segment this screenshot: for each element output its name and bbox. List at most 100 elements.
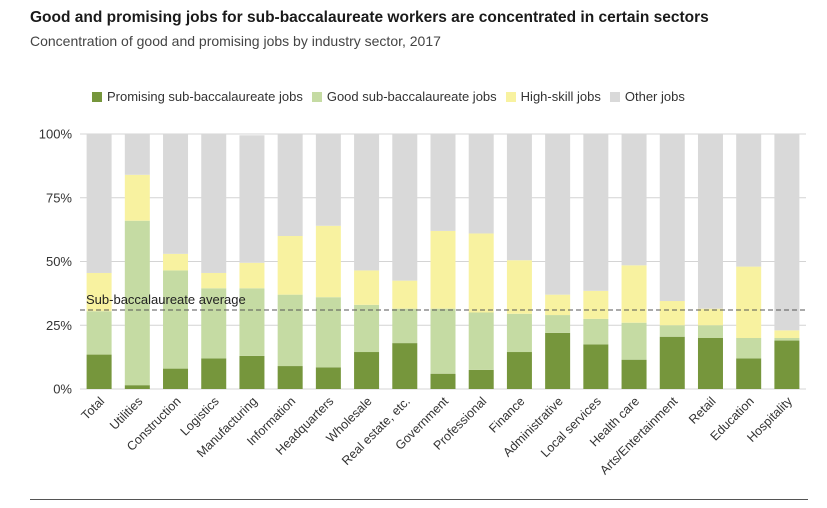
bar-segment bbox=[659, 134, 685, 302]
legend-label-good: Good sub-baccalaureate jobs bbox=[326, 89, 497, 104]
legend-item-high-skill: High-skill jobs bbox=[505, 89, 601, 104]
bar-segment bbox=[468, 369, 494, 389]
bar-segment bbox=[124, 220, 150, 386]
bar-segment bbox=[124, 174, 150, 221]
bar-segment bbox=[277, 366, 303, 389]
legend-swatch-high-skill bbox=[505, 91, 516, 102]
bar-segment bbox=[430, 308, 456, 374]
bar-segment bbox=[697, 325, 723, 338]
bar-segment bbox=[86, 134, 112, 273]
legend-label-other: Other jobs bbox=[624, 89, 685, 104]
legend-label-high-skill: High-skill jobs bbox=[520, 89, 601, 104]
bar-segment bbox=[659, 325, 685, 337]
bar-segment bbox=[736, 338, 762, 359]
bar-segment bbox=[392, 134, 418, 281]
bar-segment bbox=[545, 332, 571, 389]
x-tick-label: Utilities bbox=[107, 394, 145, 432]
bar-segment bbox=[736, 358, 762, 389]
bar-segment bbox=[468, 233, 494, 313]
bar-segment bbox=[163, 368, 189, 389]
bar-segment bbox=[201, 272, 227, 289]
bar-segment bbox=[201, 134, 227, 273]
bar-segment bbox=[774, 330, 800, 338]
bar-segment bbox=[315, 297, 341, 368]
bar-segment bbox=[621, 265, 647, 323]
bar-segment bbox=[163, 253, 189, 271]
bar-segment bbox=[736, 266, 762, 338]
bar-segment bbox=[124, 385, 150, 389]
x-tick-label: Total bbox=[79, 394, 108, 423]
bar-segment bbox=[583, 344, 609, 389]
bar-segment bbox=[774, 338, 800, 341]
y-tick-label: 25% bbox=[46, 318, 72, 333]
bar-segment bbox=[583, 290, 609, 319]
bar-segment bbox=[86, 354, 112, 389]
bar-segment bbox=[124, 134, 150, 175]
bar-segment bbox=[506, 260, 532, 314]
bar-segment bbox=[468, 312, 494, 370]
bar-segment bbox=[392, 343, 418, 389]
bar-segment bbox=[239, 262, 265, 289]
bar-segment bbox=[621, 134, 647, 266]
bar-segment bbox=[545, 134, 571, 295]
bar-segment bbox=[583, 318, 609, 345]
bar-segment bbox=[430, 230, 456, 309]
bar-segment bbox=[774, 340, 800, 389]
y-tick-label: 50% bbox=[46, 254, 72, 269]
y-tick-label: 100% bbox=[39, 127, 73, 142]
bar-segment bbox=[201, 358, 227, 389]
legend-label-promising: Promising sub-baccalaureate jobs bbox=[107, 89, 303, 104]
bar-segment bbox=[315, 134, 341, 226]
chart-title: Good and promising jobs for sub-baccalau… bbox=[30, 9, 709, 26]
bar-segment bbox=[315, 225, 341, 298]
bar-segment bbox=[697, 134, 723, 309]
bar-segment bbox=[392, 280, 418, 309]
bar-segment bbox=[545, 294, 571, 316]
legend-swatch-promising bbox=[92, 91, 102, 102]
bar-segment bbox=[354, 134, 380, 271]
legend-item-other: Other jobs bbox=[609, 89, 685, 104]
bar-segment bbox=[659, 301, 685, 326]
bar-segment bbox=[163, 270, 189, 369]
bar-segment bbox=[659, 336, 685, 389]
bar-segment bbox=[468, 134, 494, 234]
bar-segment bbox=[277, 294, 303, 367]
bar-segment bbox=[201, 288, 227, 359]
legend-swatch-good bbox=[311, 91, 322, 102]
chart-legend: Promising sub-baccalaureate jobs Good su… bbox=[92, 89, 694, 104]
chart-subtitle: Concentration of good and promising jobs… bbox=[30, 33, 441, 49]
bar-segment bbox=[163, 134, 189, 254]
bar-segment bbox=[430, 373, 456, 389]
bar-segment bbox=[621, 359, 647, 389]
bar-segment bbox=[86, 272, 112, 312]
bar-segment bbox=[621, 322, 647, 360]
bar-segment bbox=[354, 304, 380, 353]
bar-segment bbox=[506, 313, 532, 353]
y-tick-label: 0% bbox=[53, 382, 72, 397]
y-tick-label: 75% bbox=[46, 190, 72, 205]
legend-item-promising: Promising sub-baccalaureate jobs bbox=[92, 89, 303, 104]
bar-segment bbox=[774, 134, 800, 331]
bar-segment bbox=[239, 288, 265, 356]
bar-segment bbox=[354, 270, 380, 305]
bottom-rule bbox=[30, 499, 808, 500]
x-tick-label: Real estate, etc. bbox=[339, 394, 413, 468]
bar-segment bbox=[697, 308, 723, 326]
average-reference-label: Sub-baccalaureate average bbox=[86, 292, 246, 307]
bar-segment bbox=[354, 352, 380, 389]
x-tick-label: Retail bbox=[686, 394, 719, 427]
bar-segment bbox=[697, 338, 723, 389]
bar-segment bbox=[736, 134, 762, 267]
legend-swatch-other bbox=[609, 91, 620, 102]
bar-segment bbox=[239, 135, 265, 263]
bar-segment bbox=[545, 315, 571, 333]
legend-item-good: Good sub-baccalaureate jobs bbox=[311, 89, 497, 104]
bar-segment bbox=[583, 134, 609, 291]
bar-segment bbox=[392, 308, 418, 344]
bar-segment bbox=[430, 134, 456, 231]
bar-segment bbox=[277, 236, 303, 295]
bar-segment bbox=[86, 311, 112, 355]
bar-segment bbox=[277, 134, 303, 236]
bar-segment bbox=[506, 352, 532, 389]
bar-segment bbox=[506, 134, 532, 261]
